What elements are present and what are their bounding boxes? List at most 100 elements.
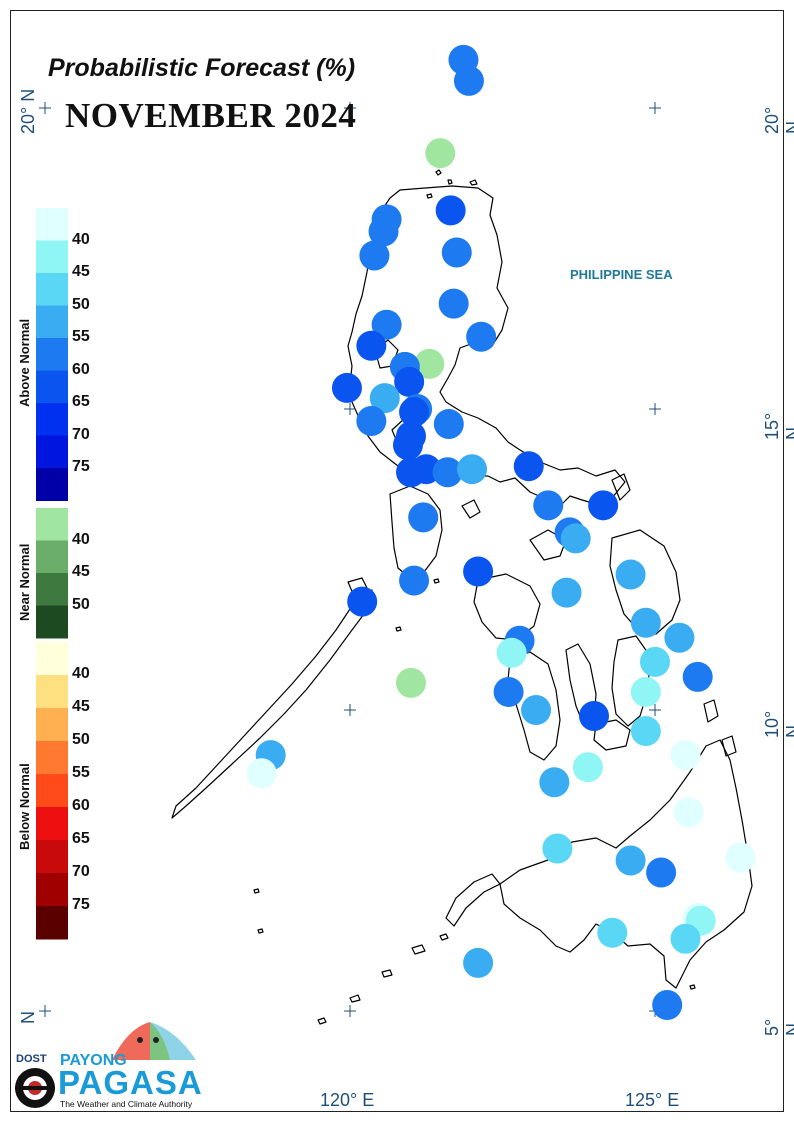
station-marker-above [359,240,390,271]
station-marker-above [630,607,661,638]
station-marker-above [246,758,277,789]
station-marker-above [533,490,564,521]
station-marker-above [513,451,544,482]
map-frame [10,10,784,1112]
legend-tick-below: 50 [72,731,90,748]
legend-tick-above: 50 [72,295,90,313]
station-marker-above [640,646,670,677]
legend-swatch-below [36,642,68,676]
islet-b [257,928,264,934]
legend-swatch-above [36,305,68,339]
station-marker-above [664,622,695,653]
station-marker-near [396,667,426,698]
station-marker-above [356,330,387,361]
legend-swatch-above [36,468,68,501]
sulu-islet-4 [317,1017,327,1025]
station-marker-above [432,457,463,488]
station-marker-above [371,309,402,340]
islet-e [689,984,696,990]
islet-d [433,578,440,584]
station-marker-above [673,797,704,828]
legend-tick-near: 45 [72,563,90,580]
station-marker-above [438,288,469,319]
legend-swatch-above [36,273,68,306]
legend-swatch-near [36,605,68,639]
lat-label-10n-right: 10° N [762,710,794,738]
legend-swatch-above [36,208,68,241]
legend-swatch-near [36,508,68,541]
legend-label-above-normal: Above Normal [17,318,32,407]
legend-swatch-above [36,435,68,469]
sulu-islet-3 [349,994,361,1003]
dinagat-island [703,699,719,723]
legend-swatch-above [36,403,68,436]
station-marker-above [399,565,430,596]
legend-tick-below: 70 [72,863,90,880]
station-marker-above [615,559,646,590]
legend-label-below-normal: Below Normal [17,763,32,850]
catanduanes-island [611,473,631,501]
legend-tick-above: 75 [72,458,90,475]
legend-tick-below: 65 [72,830,90,847]
legend-tick-above: 45 [72,263,90,280]
station-marker-above [560,523,591,554]
station-marker-above [396,457,426,488]
legend-swatch-below [36,708,68,742]
station-marker-above [670,923,701,954]
legend-tick-near: 50 [72,595,90,613]
station-marker-near [414,348,445,379]
station-marker-above [551,577,582,608]
station-marker-above [368,216,399,247]
siargao-island [721,735,737,757]
graticule-crosses [39,102,661,1017]
station-marker-above [463,556,494,587]
station-marker-above [356,406,387,437]
legend-swatch-above [36,338,68,371]
mindanao-island [499,739,753,989]
station-marker-above [597,917,628,948]
babuyan-islet-3 [447,179,453,185]
station-marker-above [521,695,552,725]
legend-tick-near: 40 [72,530,90,548]
legend-tick-above: 65 [72,393,90,410]
legend-swatch-above [36,240,68,274]
legend-label-near-normal: Near Normal [17,543,32,621]
legend-tick-below: 40 [72,665,90,682]
logo-dost-text: DOST [16,1053,47,1065]
station-marker-above [466,321,497,352]
islet-c [395,626,402,632]
station-marker-above [646,857,677,888]
coastline [171,169,753,1025]
zamboanga-peninsula [445,873,501,927]
station-marker-above [652,989,683,1020]
legend-swatch-below [36,906,68,940]
babuyan-islet-2 [469,179,478,186]
station-marker-above [453,65,484,96]
station-marker-above [457,454,487,485]
station-marker-above [369,383,400,414]
legend-swatch-below [36,807,68,841]
islet-a [253,888,260,894]
sulu-islet-2 [381,969,393,978]
lon-label-125e: 125° E [625,1090,680,1110]
bohol-island [593,719,631,751]
station-marker-above [399,397,430,428]
legend-tick-below: 60 [72,797,90,814]
legend-tick-above: 55 [72,328,90,345]
station-marker-above [588,490,619,521]
legend-tick-above: 60 [72,360,90,378]
legend-tick-above: 40 [72,230,90,248]
station-marker-above [572,752,603,783]
lat-label-20n-right: 20° N [762,106,794,134]
station-marker-above [615,845,646,876]
title-forecast-type: Probabilistic Forecast (%) [48,54,356,82]
station-marker-above [441,237,472,268]
station-marker-above [394,366,425,397]
lat-label-5n-right: 5° N [762,1018,794,1036]
palawan-island [171,589,373,819]
title-month: NOVEMBER 2024 [65,96,357,135]
station-markers [246,44,756,1020]
station-marker-above [435,195,466,226]
station-marker-above [493,676,524,707]
